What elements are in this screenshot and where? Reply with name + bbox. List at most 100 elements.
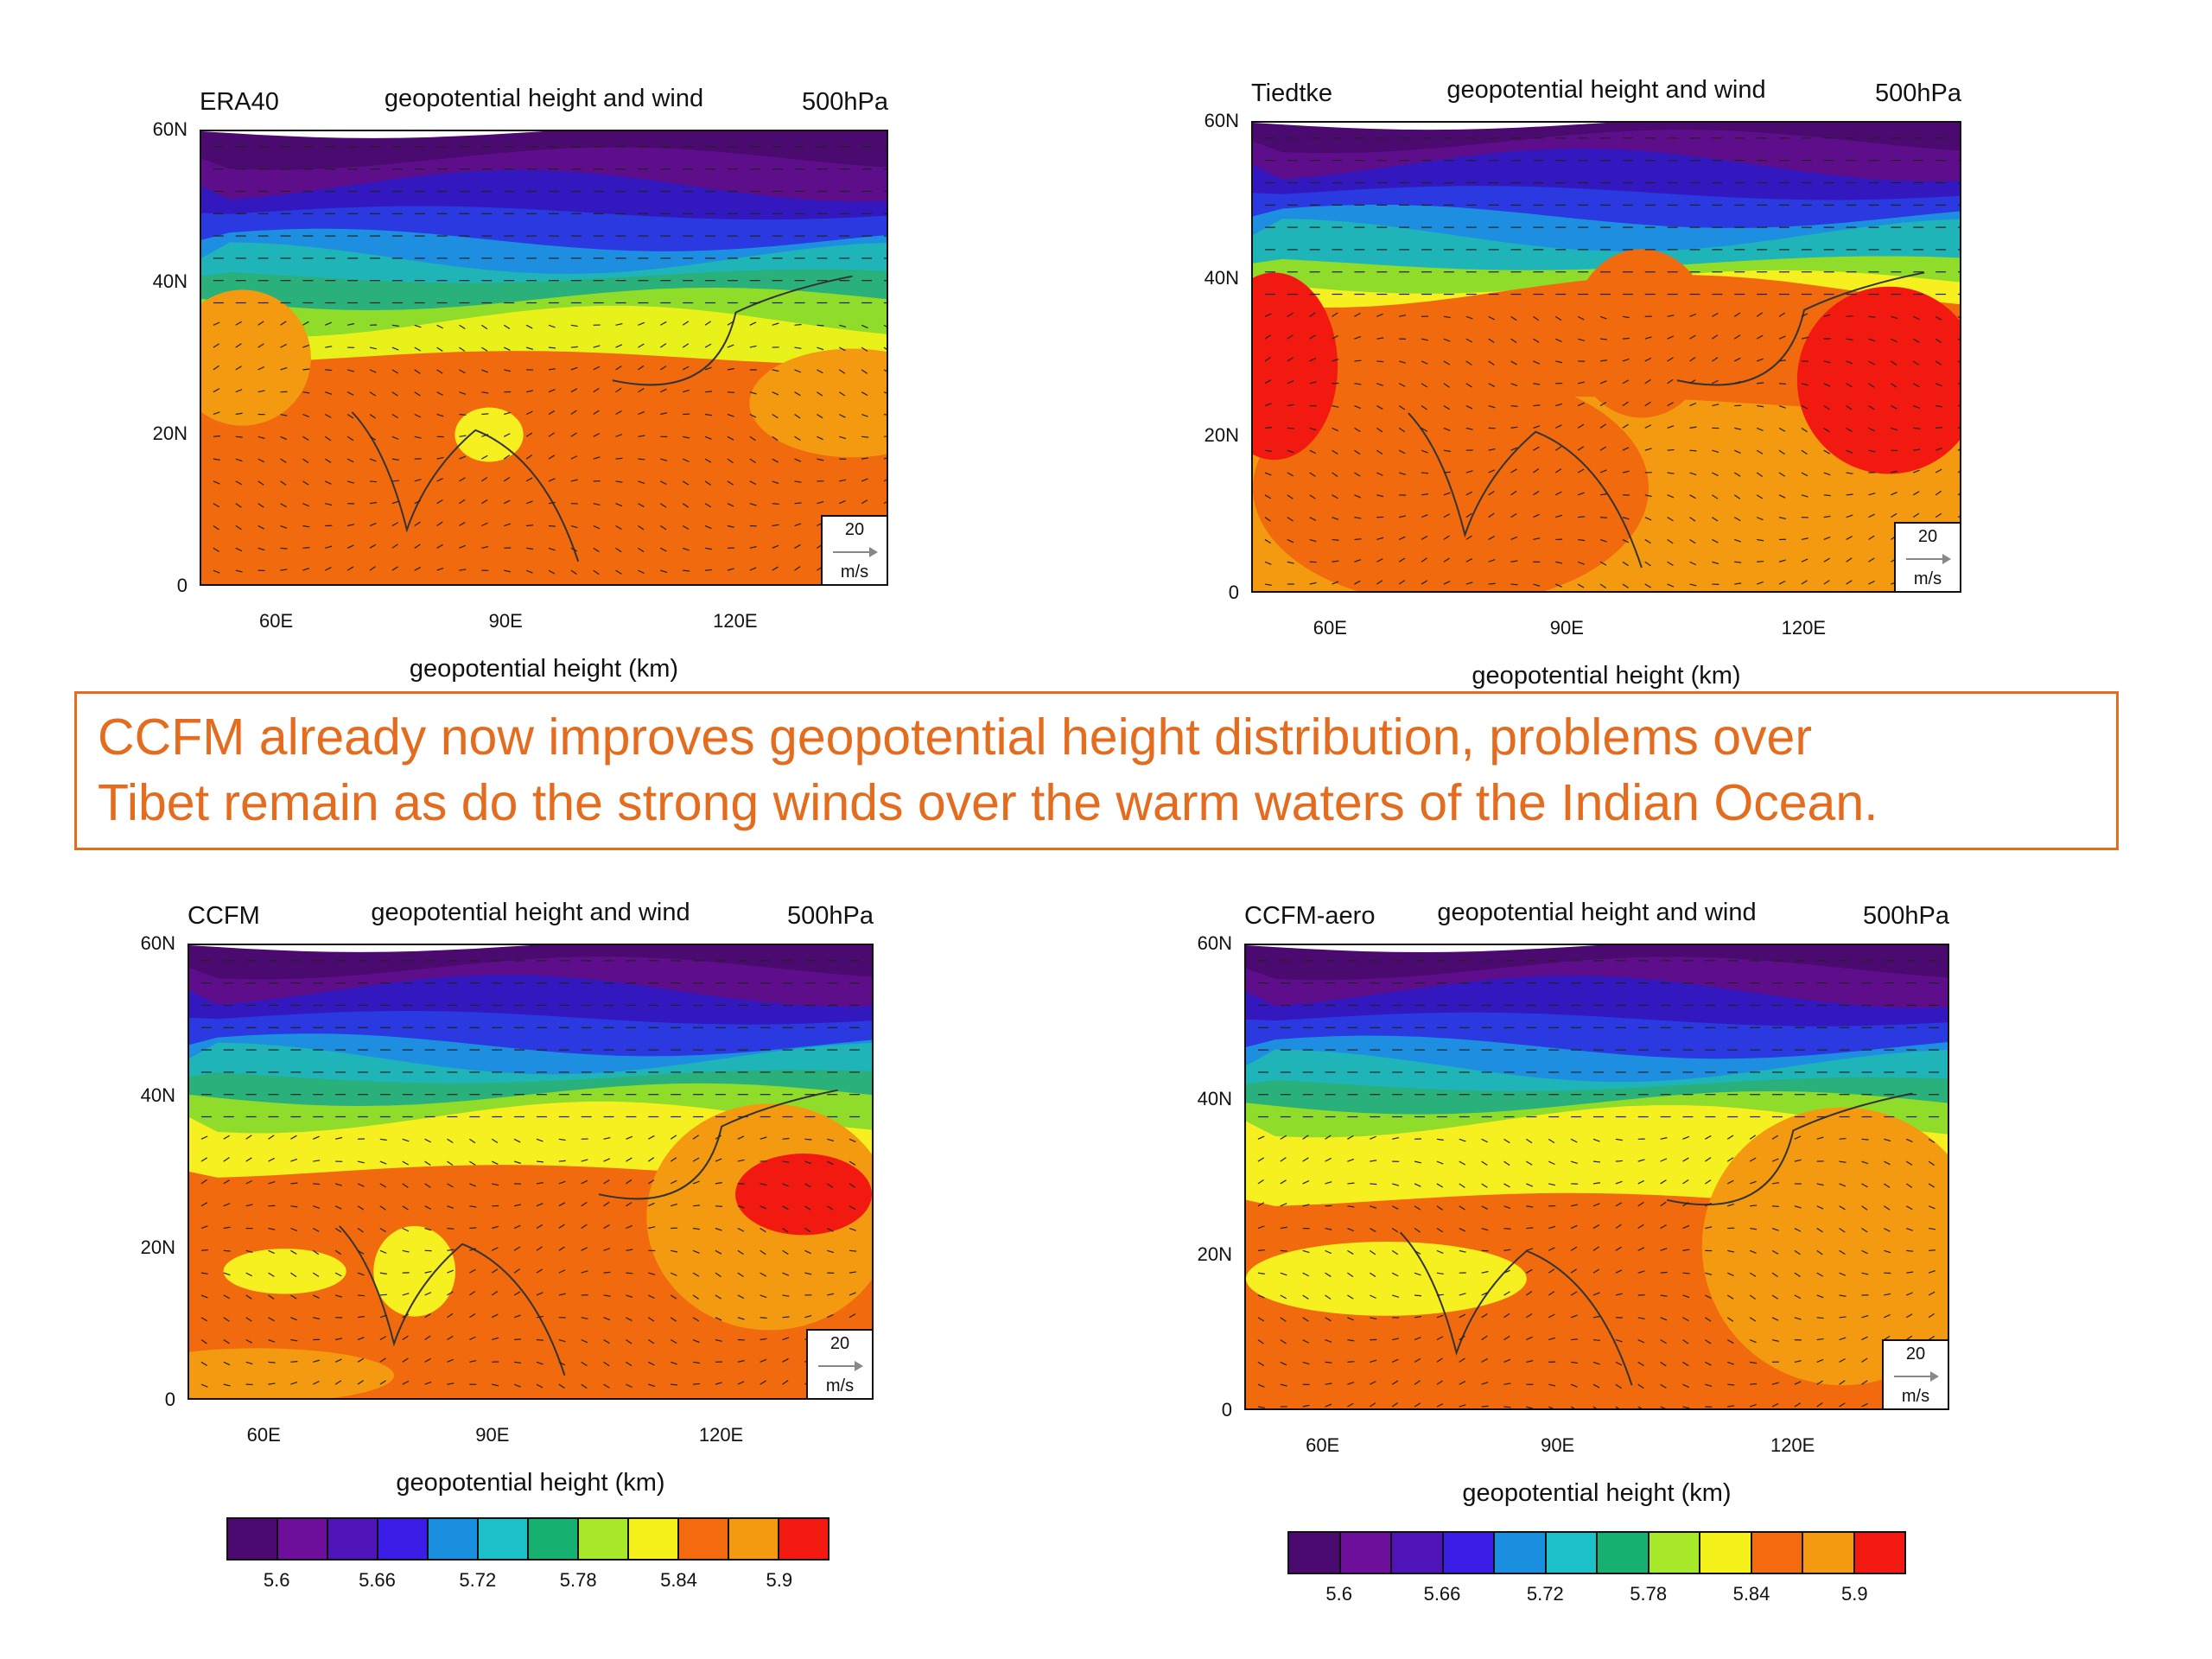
colorbar-swatch xyxy=(1751,1533,1803,1573)
conclusion-banner: CCFM already now improves geopotential h… xyxy=(74,691,2119,850)
coastline xyxy=(339,1089,838,1376)
y-axis-tick-label: 60N xyxy=(140,932,175,954)
reference-vector-arrow-icon xyxy=(833,547,878,557)
x-axis-tick-label: 90E xyxy=(488,610,523,632)
reference-vector-unit: m/s xyxy=(825,1376,855,1395)
x-axis-title: geopotential height (km) xyxy=(396,1469,665,1497)
map-plot-area: 20 m/s xyxy=(1251,121,1961,593)
colorbar-swatch xyxy=(1495,1533,1547,1573)
y-axis-tick-label: 0 xyxy=(176,575,188,596)
colorbar-swatch xyxy=(1546,1533,1598,1573)
colorbar-swatch xyxy=(278,1519,328,1559)
colorbar-tick-label: 5.6 xyxy=(263,1569,290,1591)
x-axis-tick-label: 60E xyxy=(1313,617,1347,639)
colorbar-swatch xyxy=(1803,1533,1855,1573)
map-plot-area: 20 m/s xyxy=(200,130,888,586)
x-axis-tick-label: 120E xyxy=(698,1424,744,1446)
colorbar-swatch xyxy=(1392,1533,1444,1573)
colorbar-swatch xyxy=(378,1519,429,1559)
colorbar-swatch xyxy=(1649,1533,1700,1573)
colorbar-swatch xyxy=(1598,1533,1649,1573)
reference-vector-box: 20 m/s xyxy=(1882,1339,1948,1408)
contour-band xyxy=(201,351,887,584)
banner-line-1: CCFM already now improves geopotential h… xyxy=(98,709,1813,766)
coastline xyxy=(1408,271,1925,569)
contour-region xyxy=(1571,249,1713,418)
colorbar-tick-label: 5.78 xyxy=(1630,1583,1668,1605)
colorbar-swatch xyxy=(1443,1533,1495,1573)
colorbar-swatch xyxy=(679,1519,729,1559)
reference-vector-arrow-icon xyxy=(818,1361,863,1371)
x-axis-tick-label: 120E xyxy=(1770,1434,1815,1456)
colorbar-tick-label: 5.78 xyxy=(559,1569,597,1591)
reference-vector-value: 20 xyxy=(1917,527,1938,546)
y-axis-tick-label: 60N xyxy=(1197,932,1232,954)
reference-vector-arrow-icon xyxy=(1906,554,1951,564)
x-axis-tick-label: 90E xyxy=(475,1424,510,1446)
y-axis-tick-label: 40N xyxy=(1197,1088,1232,1109)
colorbar-tick-label: 5.84 xyxy=(660,1569,697,1591)
x-axis-title: geopotential height (km) xyxy=(1462,1479,1732,1507)
colorbar-tick-label: 5.9 xyxy=(766,1569,793,1591)
colorbar-swatch xyxy=(429,1519,479,1559)
reference-vector-arrow-icon xyxy=(1894,1371,1939,1382)
colorbar-swatch xyxy=(529,1519,579,1559)
x-axis-tick-label: 90E xyxy=(1549,617,1584,639)
reference-vector-box: 20 m/s xyxy=(821,515,887,584)
panel-title-left: Tiedtke xyxy=(1251,79,1333,107)
y-axis-tick-label: 0 xyxy=(1221,1399,1232,1421)
contour-region xyxy=(1796,286,1960,474)
x-axis-tick-label: 60E xyxy=(258,610,294,632)
panel-title-right: 500hPa xyxy=(1875,79,1961,107)
x-axis-tick-label: 90E xyxy=(1541,1434,1575,1456)
colorbar-swatch xyxy=(1289,1533,1341,1573)
x-axis-title: geopotential height (km) xyxy=(1471,662,1741,690)
reference-vector-value: 20 xyxy=(830,1334,850,1353)
panel-title-right: 500hPa xyxy=(802,88,888,116)
colorbar-swatch xyxy=(729,1519,779,1559)
contour-region xyxy=(749,348,887,458)
coastline xyxy=(1399,1092,1913,1386)
colorbar-left xyxy=(226,1517,830,1560)
panel-title-left: CCFM xyxy=(188,902,260,930)
y-axis-tick-label: 20N xyxy=(1197,1243,1232,1265)
colorbar-swatch xyxy=(479,1519,529,1559)
colorbar-swatch xyxy=(228,1519,278,1559)
y-axis-tick-label: 60N xyxy=(1204,110,1239,131)
x-axis-tick-label: 60E xyxy=(1306,1434,1340,1456)
colorbar-swatch xyxy=(779,1519,828,1559)
y-axis-tick-label: 0 xyxy=(1228,582,1239,603)
colorbar-tick-label: 5.72 xyxy=(1526,1583,1564,1605)
colorbar-swatch xyxy=(1700,1533,1752,1573)
reference-vector-value: 20 xyxy=(1905,1344,1926,1363)
contour-region xyxy=(1246,1242,1527,1316)
y-axis-tick-label: 20N xyxy=(140,1236,175,1258)
panel-title-right: 500hPa xyxy=(1863,902,1949,930)
y-axis-tick-label: 20N xyxy=(152,423,188,444)
panel-title-left: ERA40 xyxy=(200,88,279,116)
colorbar-tick-label: 5.66 xyxy=(1423,1583,1461,1605)
banner-line-2: Tibet remain as do the strong winds over… xyxy=(98,774,1878,831)
panel-title-right: 500hPa xyxy=(787,902,874,930)
map-plot-area: 20 m/s xyxy=(188,944,874,1400)
panel-title-left: CCFM-aero xyxy=(1244,902,1376,930)
reference-vector-unit: m/s xyxy=(1901,1387,1930,1406)
x-axis-tick-label: 120E xyxy=(1781,617,1827,639)
colorbar-tick-label: 5.72 xyxy=(459,1569,497,1591)
contour-region xyxy=(373,1225,456,1317)
y-axis-tick-label: 0 xyxy=(164,1389,175,1410)
contour-region xyxy=(1701,1107,1948,1386)
y-axis-tick-label: 40N xyxy=(152,270,188,292)
colorbar-swatch xyxy=(328,1519,378,1559)
reference-vector-box: 20 m/s xyxy=(1894,522,1960,591)
contour-region xyxy=(1253,371,1649,591)
colorbar-swatch xyxy=(629,1519,679,1559)
reference-vector-unit: m/s xyxy=(840,563,869,582)
x-axis-tick-label: 60E xyxy=(246,1424,281,1446)
contour-region xyxy=(734,1154,872,1236)
reference-vector-unit: m/s xyxy=(1913,569,1942,588)
colorbar-right xyxy=(1287,1531,1906,1574)
contour-region xyxy=(189,1348,394,1398)
colorbar-tick-label: 5.6 xyxy=(1325,1583,1352,1605)
contour-region xyxy=(223,1249,346,1294)
